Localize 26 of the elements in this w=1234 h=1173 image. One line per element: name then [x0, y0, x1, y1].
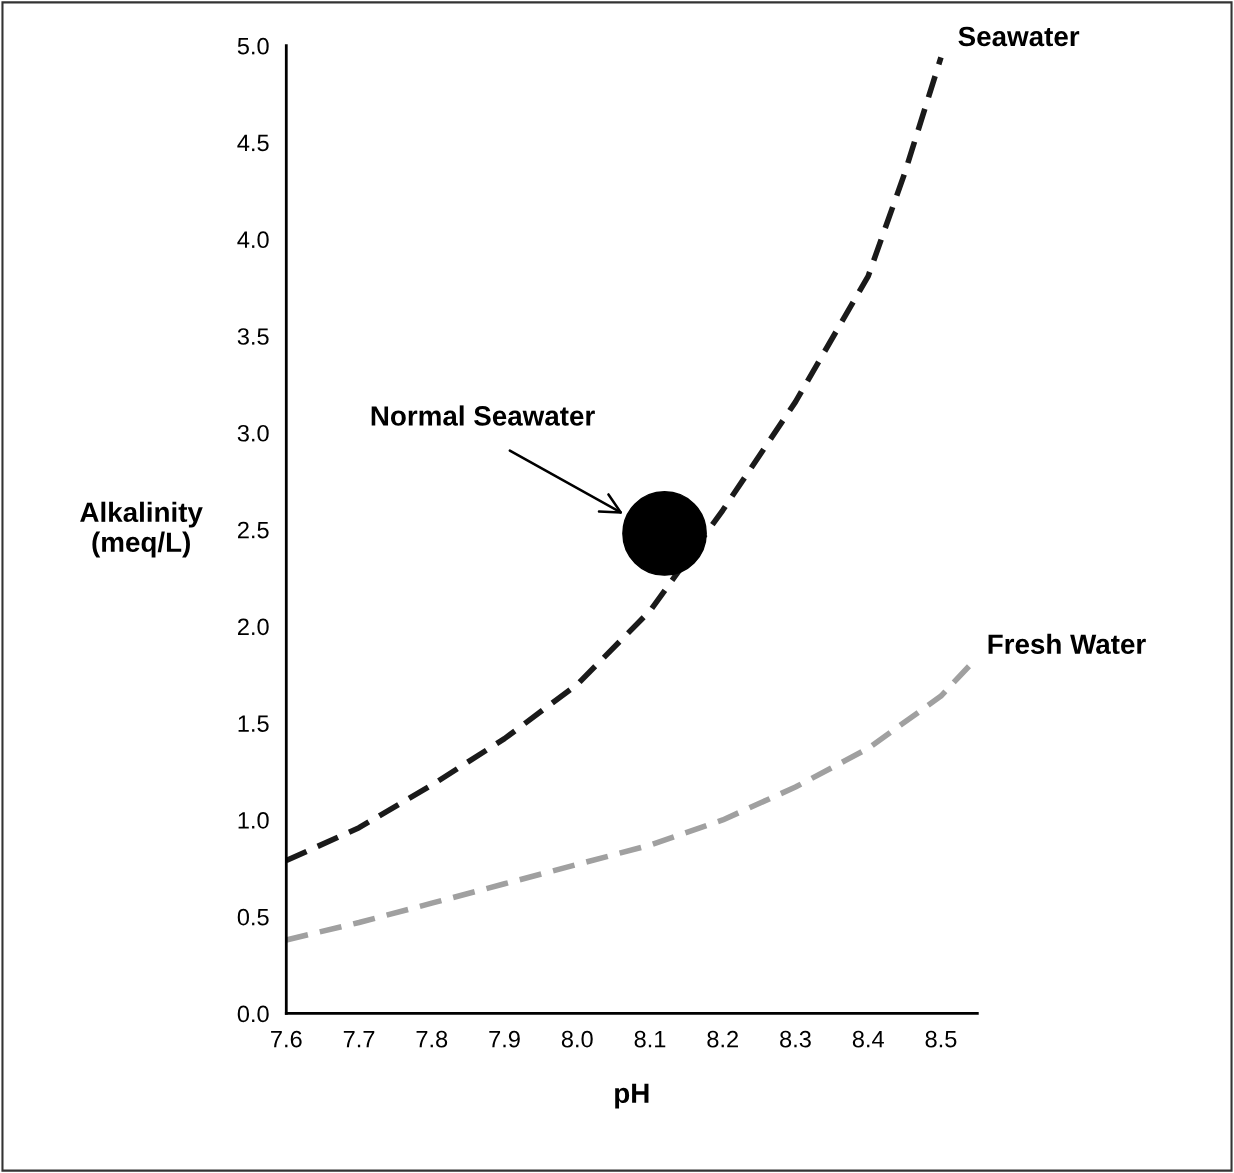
x-tick-label: 8.4: [852, 1030, 884, 1048]
y-tick-label: 3.5: [237, 328, 269, 345]
x-tick-label: 8.3: [780, 1030, 811, 1048]
y-tick-label: 3.0: [237, 424, 269, 442]
x-tick-label: 7.6: [271, 1030, 302, 1048]
x-tick-label: 8.0: [561, 1030, 593, 1048]
series-label: Fresh Water: [988, 633, 1146, 655]
y-tick-label: 4.5: [237, 134, 269, 152]
x-tick-label: 8.5: [925, 1030, 957, 1048]
y-tick-label: 2.0: [237, 618, 269, 636]
x-tick-label: 8.1: [634, 1030, 666, 1048]
y-tick-label: 2.5: [237, 521, 269, 539]
y-tick-label: 4.0: [237, 231, 269, 249]
y-tick-label: 5.0: [237, 37, 269, 55]
y-tick-label: 0.0: [237, 1005, 269, 1023]
x-tick-label: 8.2: [707, 1030, 738, 1048]
x-tick-label: 7.7: [343, 1031, 375, 1048]
y-tick-label: 1.0: [238, 812, 269, 829]
y-axis-title: Alkalinity (meq/L): [80, 501, 203, 558]
x-axis-title: pH: [615, 1083, 649, 1109]
x-tick-label: 7.9: [489, 1030, 520, 1048]
y-tick-label: 1.5: [238, 715, 269, 732]
series-label: Seawater: [958, 26, 1080, 47]
annotation: Normal Seawater: [371, 405, 595, 426]
y-tick-label: 0.5: [237, 908, 269, 926]
x-tick-label: 7.8: [416, 1030, 448, 1048]
